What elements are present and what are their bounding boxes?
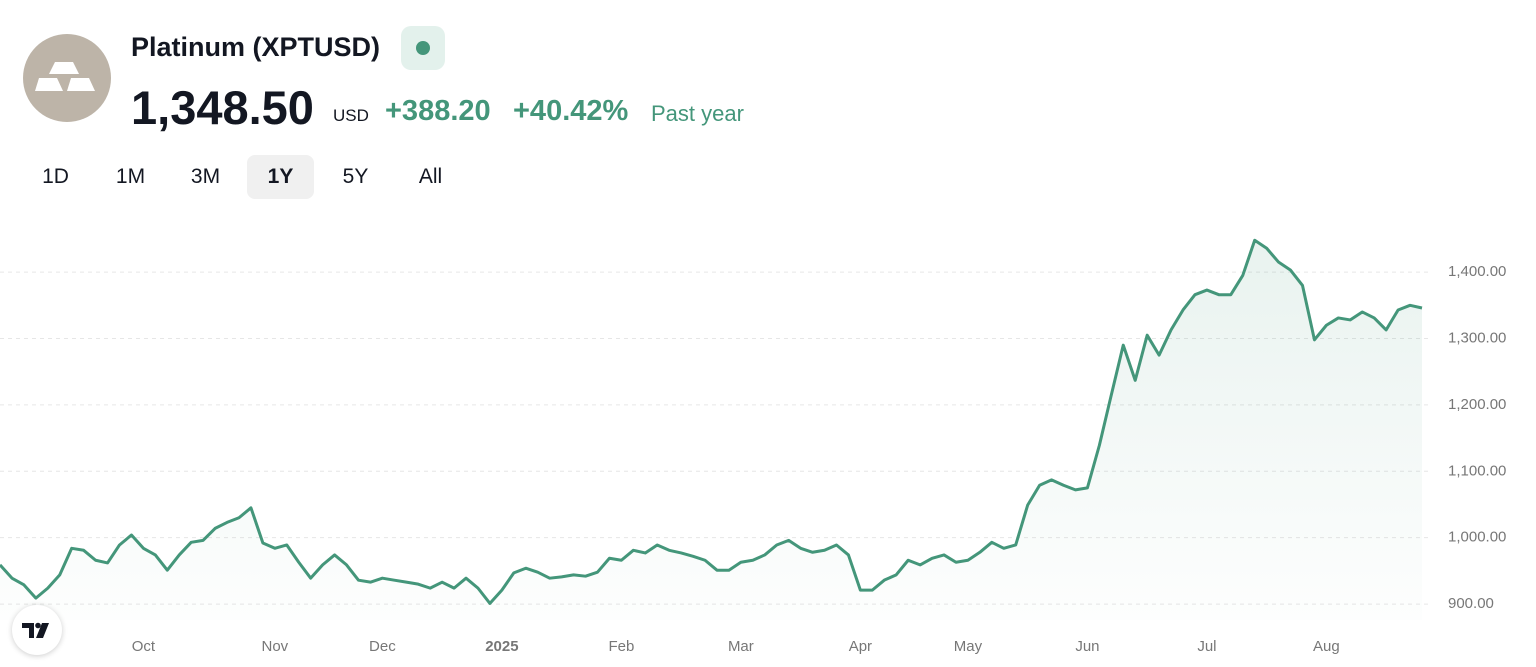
y-tick-label: 1,000.00 [1448, 529, 1506, 546]
change-percent: +40.42% [513, 95, 629, 127]
x-tick-label: May [954, 638, 983, 655]
asset-title: Platinum (XPTUSD) [131, 32, 381, 62]
change: +388.20 [385, 95, 491, 127]
y-tick-label: 1,300.00 [1448, 329, 1506, 346]
market-status[interactable] [401, 26, 445, 70]
period: Past year [651, 101, 744, 126]
gold-bars-icon [35, 62, 95, 91]
price: 1,348.50 [131, 81, 314, 134]
area [0, 240, 1422, 620]
x-tick-label: Nov [261, 638, 288, 655]
x-tick-label: Mar [728, 638, 754, 655]
x-tick-label: Jun [1075, 638, 1099, 655]
x-tick-label: Apr [849, 638, 872, 655]
x-tick-label: Jul [1197, 638, 1216, 655]
y-tick-label: 1,200.00 [1448, 396, 1506, 413]
header: Platinum (XPTUSD) 1,348.50 USD +388.20 +… [0, 0, 1536, 210]
price-line [0, 238, 1423, 605]
x-tick-label: 2025 [485, 638, 518, 655]
range-button[interactable]: 1Y [247, 155, 314, 199]
range-buttons: 1D 1M 3M 1Y 5Y All [22, 155, 464, 199]
range-button[interactable]: All [418, 165, 443, 188]
x-tick-label: Feb [608, 638, 634, 655]
y-tick-label: 1,100.00 [1448, 462, 1506, 479]
x-tick-label: Oct [132, 638, 156, 655]
tradingview-logo[interactable] [12, 605, 62, 655]
y-tick-label: 900.00 [1448, 595, 1494, 612]
asset-icon [23, 34, 111, 122]
range-button[interactable]: 3M [190, 165, 221, 188]
currency: USD [333, 106, 369, 125]
x-tick-label: Dec [369, 638, 396, 655]
y-tick-label: 1,400.00 [1448, 263, 1506, 280]
range-button[interactable]: 5Y [342, 165, 369, 188]
range-button[interactable]: 1D [42, 165, 69, 188]
range-button[interactable]: 1M [115, 165, 146, 188]
x-tick-label: Aug [1313, 638, 1340, 655]
logo-mark [22, 622, 49, 638]
